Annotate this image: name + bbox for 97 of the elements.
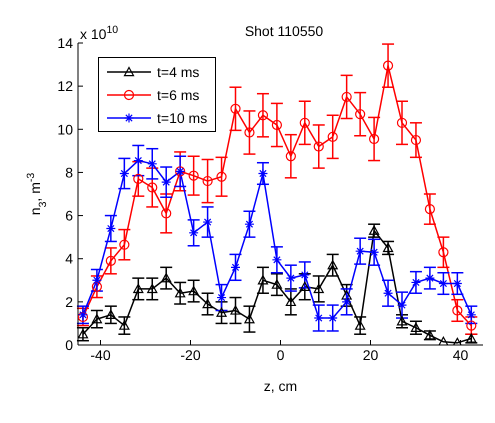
point [410,322,422,332]
point [342,296,352,307]
point [438,247,448,258]
point [230,305,241,315]
point [328,132,338,142]
y-tick-label: 0 [65,336,74,353]
point [175,288,186,298]
point [272,120,282,130]
x-tick-label: -40 [90,346,111,363]
point [369,226,380,235]
point [396,316,408,326]
point [272,280,282,289]
point [133,155,144,166]
point [244,314,255,324]
point [106,256,116,266]
point [133,284,144,294]
point [202,176,213,186]
point [230,104,241,114]
point [161,208,172,219]
point [188,286,199,296]
point [355,320,366,330]
point [300,282,310,291]
point [314,284,324,294]
point [258,110,268,120]
point [382,60,394,71]
y-tick-label: 10 [57,121,74,138]
point [369,134,380,144]
point [355,246,366,256]
point [119,320,130,330]
point [230,262,241,272]
x-tick-label: 40 [452,346,468,363]
point [92,314,102,324]
point [466,320,476,331]
point [342,290,352,300]
point [188,170,199,181]
point [216,172,227,182]
point [328,312,338,324]
point [161,177,172,188]
y-tick-label: 6 [65,208,74,224]
y-tick-label: 14 [57,34,74,51]
point [216,292,227,303]
point [202,298,213,308]
text: x 10$^{10}$ [80,24,118,42]
point [342,92,352,102]
x-axis-title: z, cm [264,378,298,394]
point [452,278,462,289]
point [424,273,435,284]
point [410,134,422,146]
x-tick-label: 0 [276,346,285,363]
point [300,118,310,128]
point [119,168,130,179]
x-tick-label: -20 [180,346,201,363]
point [382,242,394,252]
point [396,118,408,128]
point [78,312,88,322]
point [244,219,255,230]
point [466,310,476,320]
point [438,336,448,345]
point [244,127,255,138]
point [452,305,462,316]
point [355,109,366,120]
point [258,275,268,284]
point [202,216,213,228]
point [92,282,102,292]
point [314,141,324,152]
legend-label: t=4 ms [157,64,200,80]
x-tick-label: 20 [362,346,378,363]
point [438,278,448,289]
point [286,151,296,162]
point [286,273,296,284]
chart-title: Shot 110550 [244,23,324,39]
y-tick-label: 12 [57,78,74,94]
point [286,296,296,306]
point [258,168,268,179]
point [382,288,394,298]
point [133,174,144,184]
point [106,310,116,319]
legend-label: t=10 ms [157,110,208,126]
legend-label: t=6 ms [157,86,200,102]
point [161,273,172,282]
point [216,308,227,317]
point [119,240,130,250]
point [272,254,282,265]
point [147,182,158,193]
point [396,300,408,310]
point [106,223,116,234]
y-tick-label: 2 [65,294,74,310]
point [424,204,435,214]
point [369,247,380,258]
point [410,277,422,288]
y-tick-label: 4 [65,250,74,267]
point [188,228,199,238]
point [147,284,158,294]
point [78,310,88,320]
y-tick-label: 8 [65,164,74,180]
point [328,260,338,270]
point [147,158,158,169]
